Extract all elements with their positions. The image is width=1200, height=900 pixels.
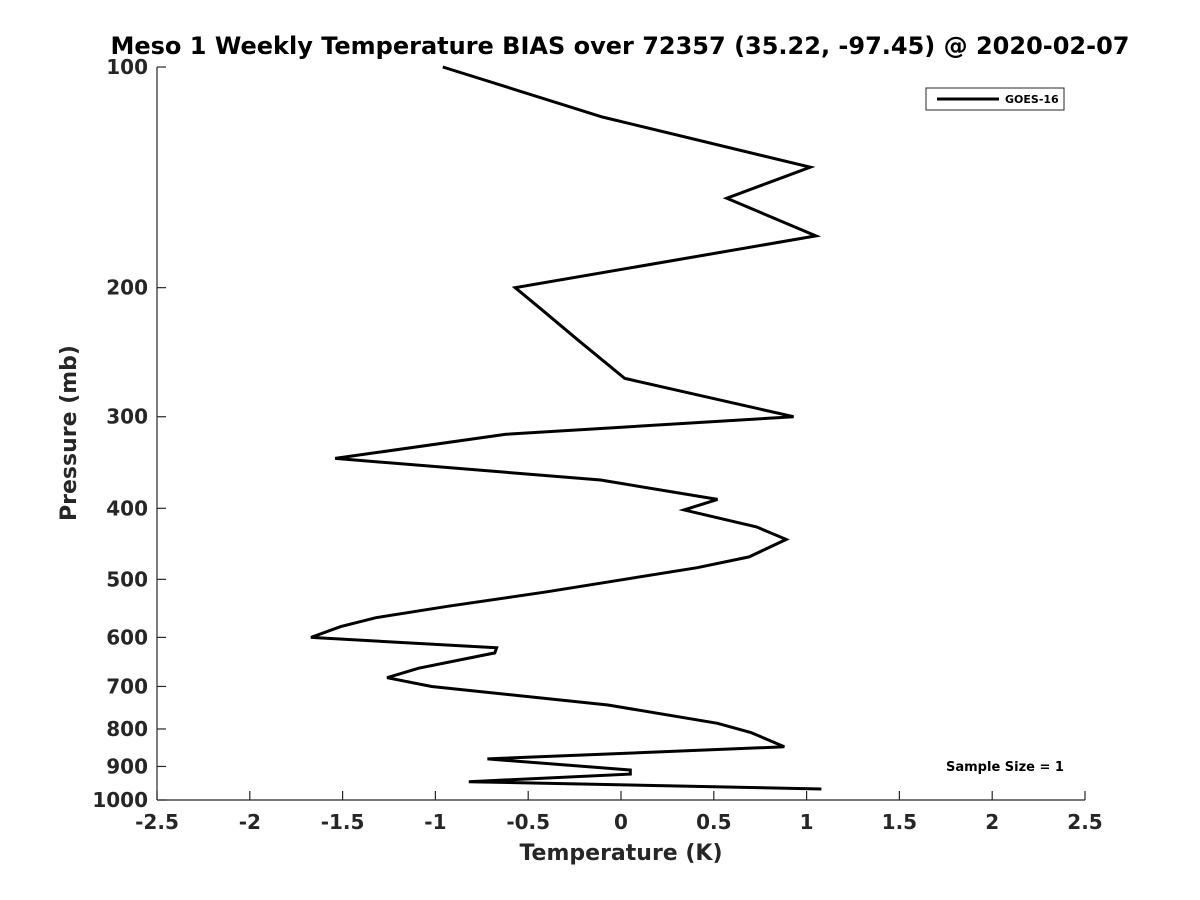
x-axis-label: Temperature (K)	[519, 841, 722, 866]
y-tick-label: 1000	[92, 788, 148, 812]
y-tick-label: 300	[106, 405, 148, 429]
y-tick-label: 600	[106, 625, 148, 649]
legend-label-goes-16: GOES-16	[1005, 93, 1059, 106]
x-tick-label: 1.5	[882, 810, 917, 834]
y-tick-label: 100	[106, 55, 148, 79]
x-ticks: -2.5 -2 -1.5 -1 -0.5 0 0.5 1 1.5 2 2.5	[135, 791, 1103, 834]
y-tick-label: 700	[106, 674, 148, 698]
x-tick-label: 0	[614, 810, 628, 834]
y-ticks: 100 200 300 400 500 600 700 800 900 1000	[92, 55, 166, 812]
x-tick-label: -1	[424, 810, 446, 834]
y-tick-label: 900	[106, 754, 148, 778]
y-axis-label: Pressure (mb)	[57, 345, 82, 521]
y-tick-label: 800	[106, 717, 148, 741]
x-tick-label: 2	[985, 810, 999, 834]
x-tick-label: 1	[800, 810, 814, 834]
series-layer	[310, 65, 822, 791]
x-tick-label: -1.5	[321, 810, 365, 834]
x-tick-label: -0.5	[506, 810, 550, 834]
x-tick-label: 2.5	[1067, 810, 1102, 834]
y-tick-label: 500	[106, 567, 148, 591]
y-tick-label: 400	[106, 496, 148, 520]
legend: GOES-16	[925, 87, 1065, 111]
x-tick-label: 0.5	[696, 810, 731, 834]
y-tick-label: 200	[106, 276, 148, 300]
x-tick-label: -2.5	[135, 810, 179, 834]
chart-title: Meso 1 Weekly Temperature BIAS over 7235…	[110, 32, 1129, 60]
series-line-goes-16	[310, 65, 822, 791]
x-tick-label: -2	[239, 810, 261, 834]
sample-size-note: Sample Size = 1	[946, 760, 1064, 775]
